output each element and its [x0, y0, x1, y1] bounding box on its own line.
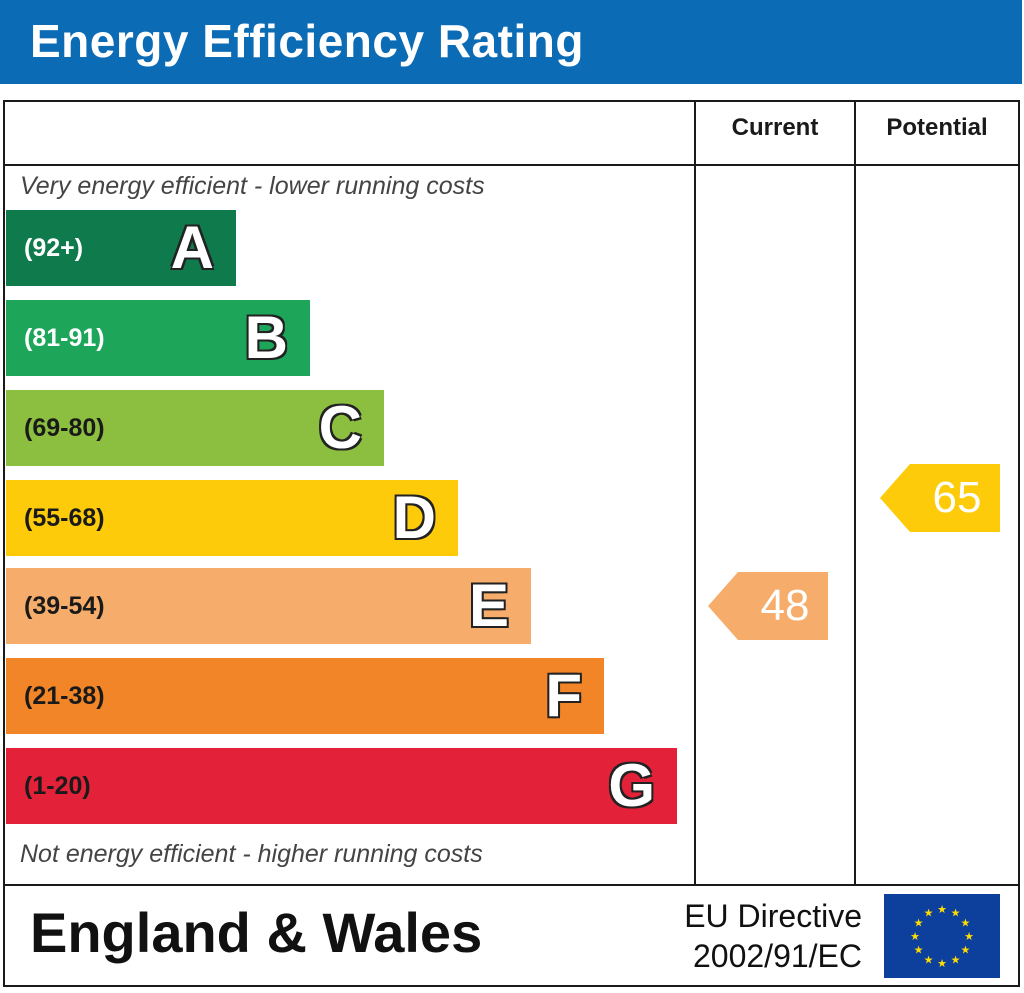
current-arrow-shape	[708, 572, 828, 640]
band-c: (69-80) C	[6, 390, 384, 466]
title-bar: Energy Efficiency Rating	[0, 0, 1022, 84]
band-a: (92+) A	[6, 210, 236, 286]
eu-flag-icon: ★ ★ ★ ★ ★ ★ ★ ★ ★ ★ ★ ★	[884, 894, 1000, 978]
directive-line-1: EU Directive	[684, 898, 862, 934]
flag-star: ★	[924, 907, 934, 920]
flag-star: ★	[951, 953, 961, 966]
chart-title: Energy Efficiency Rating	[30, 15, 584, 67]
band-range-label: (69-80)	[24, 414, 105, 442]
flag-star: ★	[914, 944, 924, 957]
band-f: (21-38) F	[6, 658, 604, 734]
header-divider	[3, 164, 1020, 166]
current-rating-arrow: 48	[708, 572, 828, 640]
band-d: (55-68) D	[6, 480, 458, 556]
band-range-label: (55-68)	[24, 504, 105, 532]
band-range-label: (81-91)	[24, 324, 105, 352]
flag-star: ★	[960, 944, 970, 957]
band-range-label: (21-38)	[24, 682, 105, 710]
band-range-label: (39-54)	[24, 592, 105, 620]
eu-directive: EU Directive 2002/91/EC	[668, 896, 862, 976]
flag-star: ★	[937, 957, 947, 970]
flag-star: ★	[964, 930, 974, 943]
flag-star: ★	[910, 930, 920, 943]
band-letter: F	[545, 662, 582, 729]
top-note: Very energy efficient - lower running co…	[20, 172, 485, 200]
band-g: (1-20) G	[6, 748, 677, 824]
band-letter: C	[318, 394, 362, 461]
column-header-current: Current	[731, 114, 819, 141]
region-label: England & Wales	[30, 901, 483, 964]
band-e: (39-54) E	[6, 568, 531, 644]
flag-star: ★	[924, 953, 934, 966]
band-letter: D	[392, 484, 436, 551]
divider-potential	[854, 100, 856, 886]
current-rating-value: 48	[760, 581, 810, 630]
potential-rating-value: 65	[932, 473, 982, 522]
flag-star: ★	[951, 907, 961, 920]
footer-divider	[3, 884, 1020, 886]
rating-frame	[3, 100, 1020, 987]
flag-star: ★	[960, 917, 970, 930]
potential-arrow-shape	[880, 464, 1000, 532]
bottom-note: Not energy efficient - higher running co…	[20, 840, 483, 868]
band-letter: G	[608, 752, 655, 819]
band-letter: E	[468, 572, 509, 639]
band-range-label: (1-20)	[24, 772, 91, 800]
potential-rating-arrow: 65	[880, 464, 1000, 532]
divider-current	[694, 100, 696, 886]
band-letter: B	[244, 304, 288, 371]
band-letter: A	[170, 214, 214, 281]
flag-background	[884, 894, 1000, 978]
directive-line-2: 2002/91/EC	[692, 938, 862, 974]
band-b: (81-91) B	[6, 300, 310, 376]
band-range-label: (92+)	[24, 234, 84, 262]
column-header-potential: Potential	[886, 114, 988, 141]
flag-star: ★	[937, 903, 947, 916]
flag-star: ★	[914, 917, 924, 930]
